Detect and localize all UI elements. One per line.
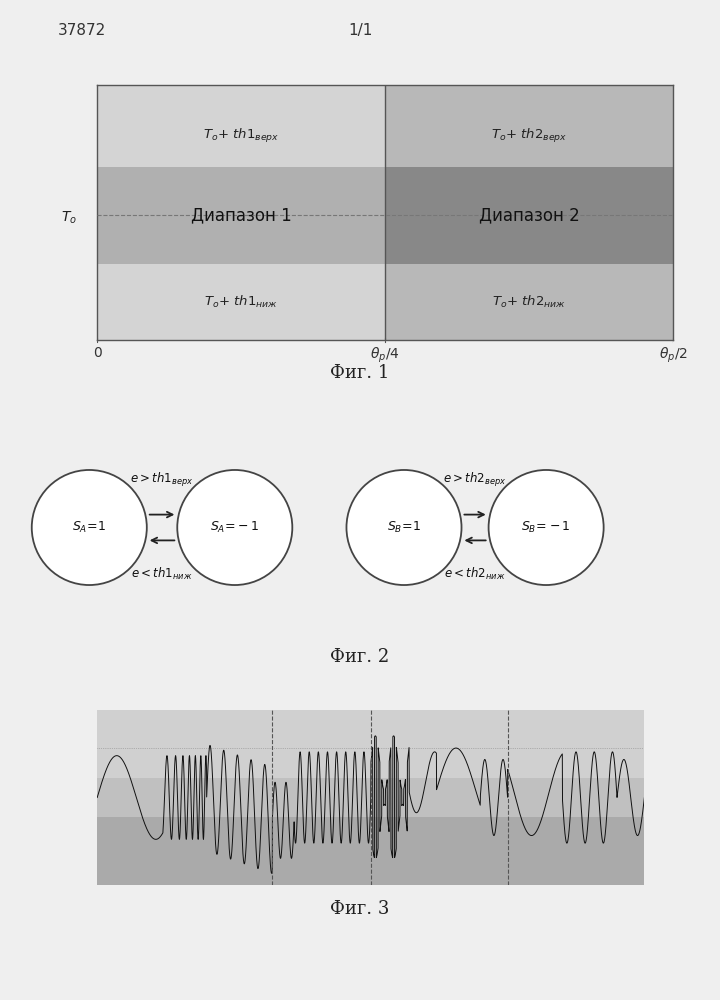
Text: $e < th2_{ниж}$: $e < th2_{ниж}$: [444, 566, 505, 582]
Ellipse shape: [177, 470, 292, 585]
Text: $T_o$: $T_o$: [61, 210, 77, 226]
Text: $T_o$$+\ th2_{верх}$: $T_o$$+\ th2_{верх}$: [491, 127, 567, 145]
Bar: [97, 167, 385, 263]
Text: $\theta_р/2$: $\theta_р/2$: [659, 346, 688, 365]
Text: 1/1: 1/1: [348, 23, 372, 38]
Text: Диапазон 2: Диапазон 2: [479, 206, 580, 224]
Bar: [97, 85, 385, 340]
Ellipse shape: [489, 470, 603, 585]
Text: 0: 0: [93, 346, 102, 360]
Text: $T_o$$+\ th1_{ниж}$: $T_o$$+\ th1_{ниж}$: [204, 294, 278, 310]
Text: Диапазон 1: Диапазон 1: [191, 206, 292, 224]
Text: Фиг. 3: Фиг. 3: [330, 900, 390, 918]
Bar: [97, 817, 644, 885]
Bar: [97, 710, 644, 778]
Text: $e > th2_{верх}$: $e > th2_{верх}$: [444, 471, 507, 489]
Text: $S_A\!=\!-1$: $S_A\!=\!-1$: [210, 520, 260, 535]
Bar: [97, 778, 644, 817]
Text: $\theta_р/4$: $\theta_р/4$: [370, 346, 400, 365]
Text: $T_o$$+\ th1_{верх}$: $T_o$$+\ th1_{верх}$: [203, 127, 279, 145]
Text: Фиг. 2: Фиг. 2: [330, 648, 390, 666]
Text: $S_B\!=\!1$: $S_B\!=\!1$: [387, 520, 421, 535]
Bar: [385, 85, 673, 340]
Text: $e < th1_{ниж}$: $e < th1_{ниж}$: [131, 566, 193, 582]
Text: $S_A\!=\!1$: $S_A\!=\!1$: [72, 520, 107, 535]
Text: 37872: 37872: [58, 23, 106, 38]
Text: $e > th1_{верх}$: $e > th1_{верх}$: [130, 471, 194, 489]
Text: $T_o$$+\ th2_{ниж}$: $T_o$$+\ th2_{ниж}$: [492, 294, 566, 310]
Bar: [385, 167, 673, 263]
Text: $S_B\!=\!-1$: $S_B\!=\!-1$: [521, 520, 571, 535]
Ellipse shape: [32, 470, 147, 585]
Text: Фиг. 1: Фиг. 1: [330, 364, 390, 382]
Ellipse shape: [346, 470, 462, 585]
